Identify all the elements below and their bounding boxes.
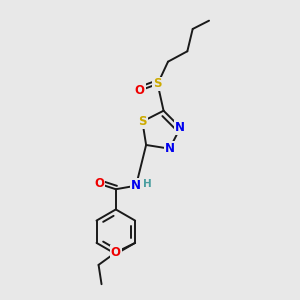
Text: N: N [176, 121, 185, 134]
Text: N: N [131, 179, 141, 192]
Text: O: O [135, 84, 145, 97]
Text: S: S [153, 77, 162, 91]
Text: S: S [138, 115, 147, 128]
Text: N: N [165, 142, 175, 155]
Text: O: O [94, 177, 104, 190]
Text: H: H [143, 179, 152, 190]
Text: O: O [111, 246, 121, 259]
